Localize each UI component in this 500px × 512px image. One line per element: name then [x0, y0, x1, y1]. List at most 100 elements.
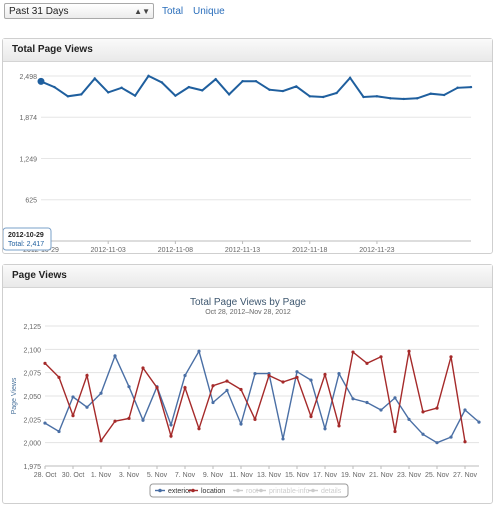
data-point-location	[337, 424, 341, 428]
data-point-location	[393, 429, 397, 434]
data-point-location	[421, 410, 425, 414]
data-point	[241, 79, 244, 83]
total-page-views-panel: Total Page Views 2,4981,8741,24962502012…	[2, 38, 493, 254]
data-point	[469, 85, 473, 89]
y-axis-label: Page Views	[11, 377, 18, 414]
legend-marker	[158, 488, 162, 493]
data-point	[120, 86, 123, 89]
data-point	[335, 91, 338, 95]
legend: exterior location root printable-info detail…	[149, 483, 349, 498]
data-point-exterior	[127, 385, 131, 389]
data-point-location	[155, 386, 159, 390]
data-point-exterior	[85, 405, 89, 409]
data-point-location	[309, 414, 313, 419]
data-point-location	[211, 384, 215, 388]
x-tick-label: 9. Nov	[203, 472, 224, 479]
x-tick-label: 30. Oct	[62, 472, 85, 479]
data-point	[281, 89, 285, 93]
x-tick-label: 13. Nov	[257, 472, 282, 479]
data-point-location	[71, 414, 75, 418]
data-point-exterior	[99, 391, 103, 395]
legend-marker	[191, 488, 195, 493]
data-point-exterior	[57, 429, 61, 434]
x-tick-label: 23. Nov	[397, 472, 422, 479]
x-tick-label: 2012-11-23	[359, 247, 394, 254]
data-point-location	[295, 375, 299, 379]
y-tick-label: 2,100	[23, 347, 41, 354]
x-tick-label: 25. Nov	[425, 472, 450, 479]
legend-box	[149, 483, 349, 498]
tooltip-box	[2, 227, 52, 251]
data-point-location	[379, 355, 383, 359]
data-point-exterior	[43, 421, 47, 425]
toolbar: Past 31 Days ▲▼ Total Unique	[0, 0, 500, 24]
legend-item-location: location	[201, 488, 225, 495]
chart-subtitle: Oct 28, 2012–Nov 28, 2012	[205, 309, 291, 316]
data-point-location	[449, 355, 453, 359]
tooltip-value: Total: 2,417	[8, 241, 44, 248]
data-point-exterior	[141, 418, 145, 422]
data-point-exterior	[169, 423, 173, 427]
data-point-location	[281, 380, 285, 384]
data-point	[147, 74, 150, 78]
y-tick-label: 2,075	[23, 371, 41, 378]
y-tick-label: 1,874	[19, 115, 37, 122]
data-point-exterior	[253, 372, 257, 376]
data-point	[66, 95, 70, 98]
tooltip-date: 2012-10-29	[8, 232, 44, 239]
data-point	[456, 86, 459, 89]
chevron-updown-icon: ▲▼	[134, 7, 150, 16]
data-point-exterior	[211, 400, 215, 405]
data-point-location	[113, 419, 117, 423]
data-point	[308, 95, 311, 98]
data-point-exterior	[337, 372, 341, 376]
data-point-location	[85, 373, 89, 378]
data-point-exterior	[351, 397, 355, 401]
data-point	[254, 79, 258, 83]
data-point-location	[141, 366, 145, 370]
data-point	[93, 77, 96, 80]
data-point	[53, 85, 56, 89]
data-point-exterior	[197, 349, 201, 353]
data-point	[416, 97, 419, 100]
x-tick-label: 1. Nov	[91, 472, 112, 479]
data-point-exterior	[309, 378, 313, 382]
data-point-exterior	[379, 408, 383, 412]
data-point-location	[225, 379, 229, 383]
legend-item-root: root	[246, 488, 258, 495]
data-point-location	[253, 417, 257, 421]
x-tick-label: 28. Oct	[34, 472, 57, 479]
legend-item-exterior: exterior	[168, 488, 192, 495]
data-point	[442, 93, 446, 97]
data-point	[429, 92, 432, 95]
y-tick-label: 2,025	[23, 417, 41, 424]
y-tick-label: 2,050	[23, 394, 41, 401]
series-line-total	[40, 74, 472, 101]
legend-item-printable-info: printable-info	[269, 488, 310, 495]
x-tick-label: 7. Nov	[175, 472, 196, 479]
date-range-select[interactable]: Past 31 Days ▲▼	[4, 3, 154, 19]
y-tick-label: 1,249	[19, 157, 37, 164]
total-link[interactable]: Total	[162, 6, 184, 17]
data-point	[375, 95, 379, 98]
x-tick-label: 2012-11-13	[225, 247, 260, 254]
y-tick-label: 2,498	[19, 74, 37, 81]
x-tick-label: 3. Nov	[119, 472, 140, 479]
tooltip: 2012-10-29 Total: 2,417	[2, 227, 52, 251]
data-point-location	[323, 372, 327, 377]
x-tick-label: 19. Nov	[341, 472, 366, 479]
y-tick-label: 2,000	[23, 441, 41, 448]
y-tick-label: 625	[25, 198, 37, 205]
data-point-location	[99, 439, 103, 443]
data-point	[201, 89, 204, 92]
data-point-exterior	[295, 370, 299, 374]
unique-link[interactable]: Unique	[193, 6, 225, 17]
x-tick-label: 2012-11-18	[292, 247, 327, 254]
x-tick-label: 11. Nov	[229, 472, 253, 479]
x-tick-label: 17. Nov	[313, 472, 338, 479]
data-point-location	[43, 361, 47, 365]
data-point-exterior	[477, 420, 481, 424]
data-point	[37, 77, 45, 85]
data-point	[295, 85, 298, 88]
x-tick-label: 2012-11-08	[158, 247, 193, 254]
